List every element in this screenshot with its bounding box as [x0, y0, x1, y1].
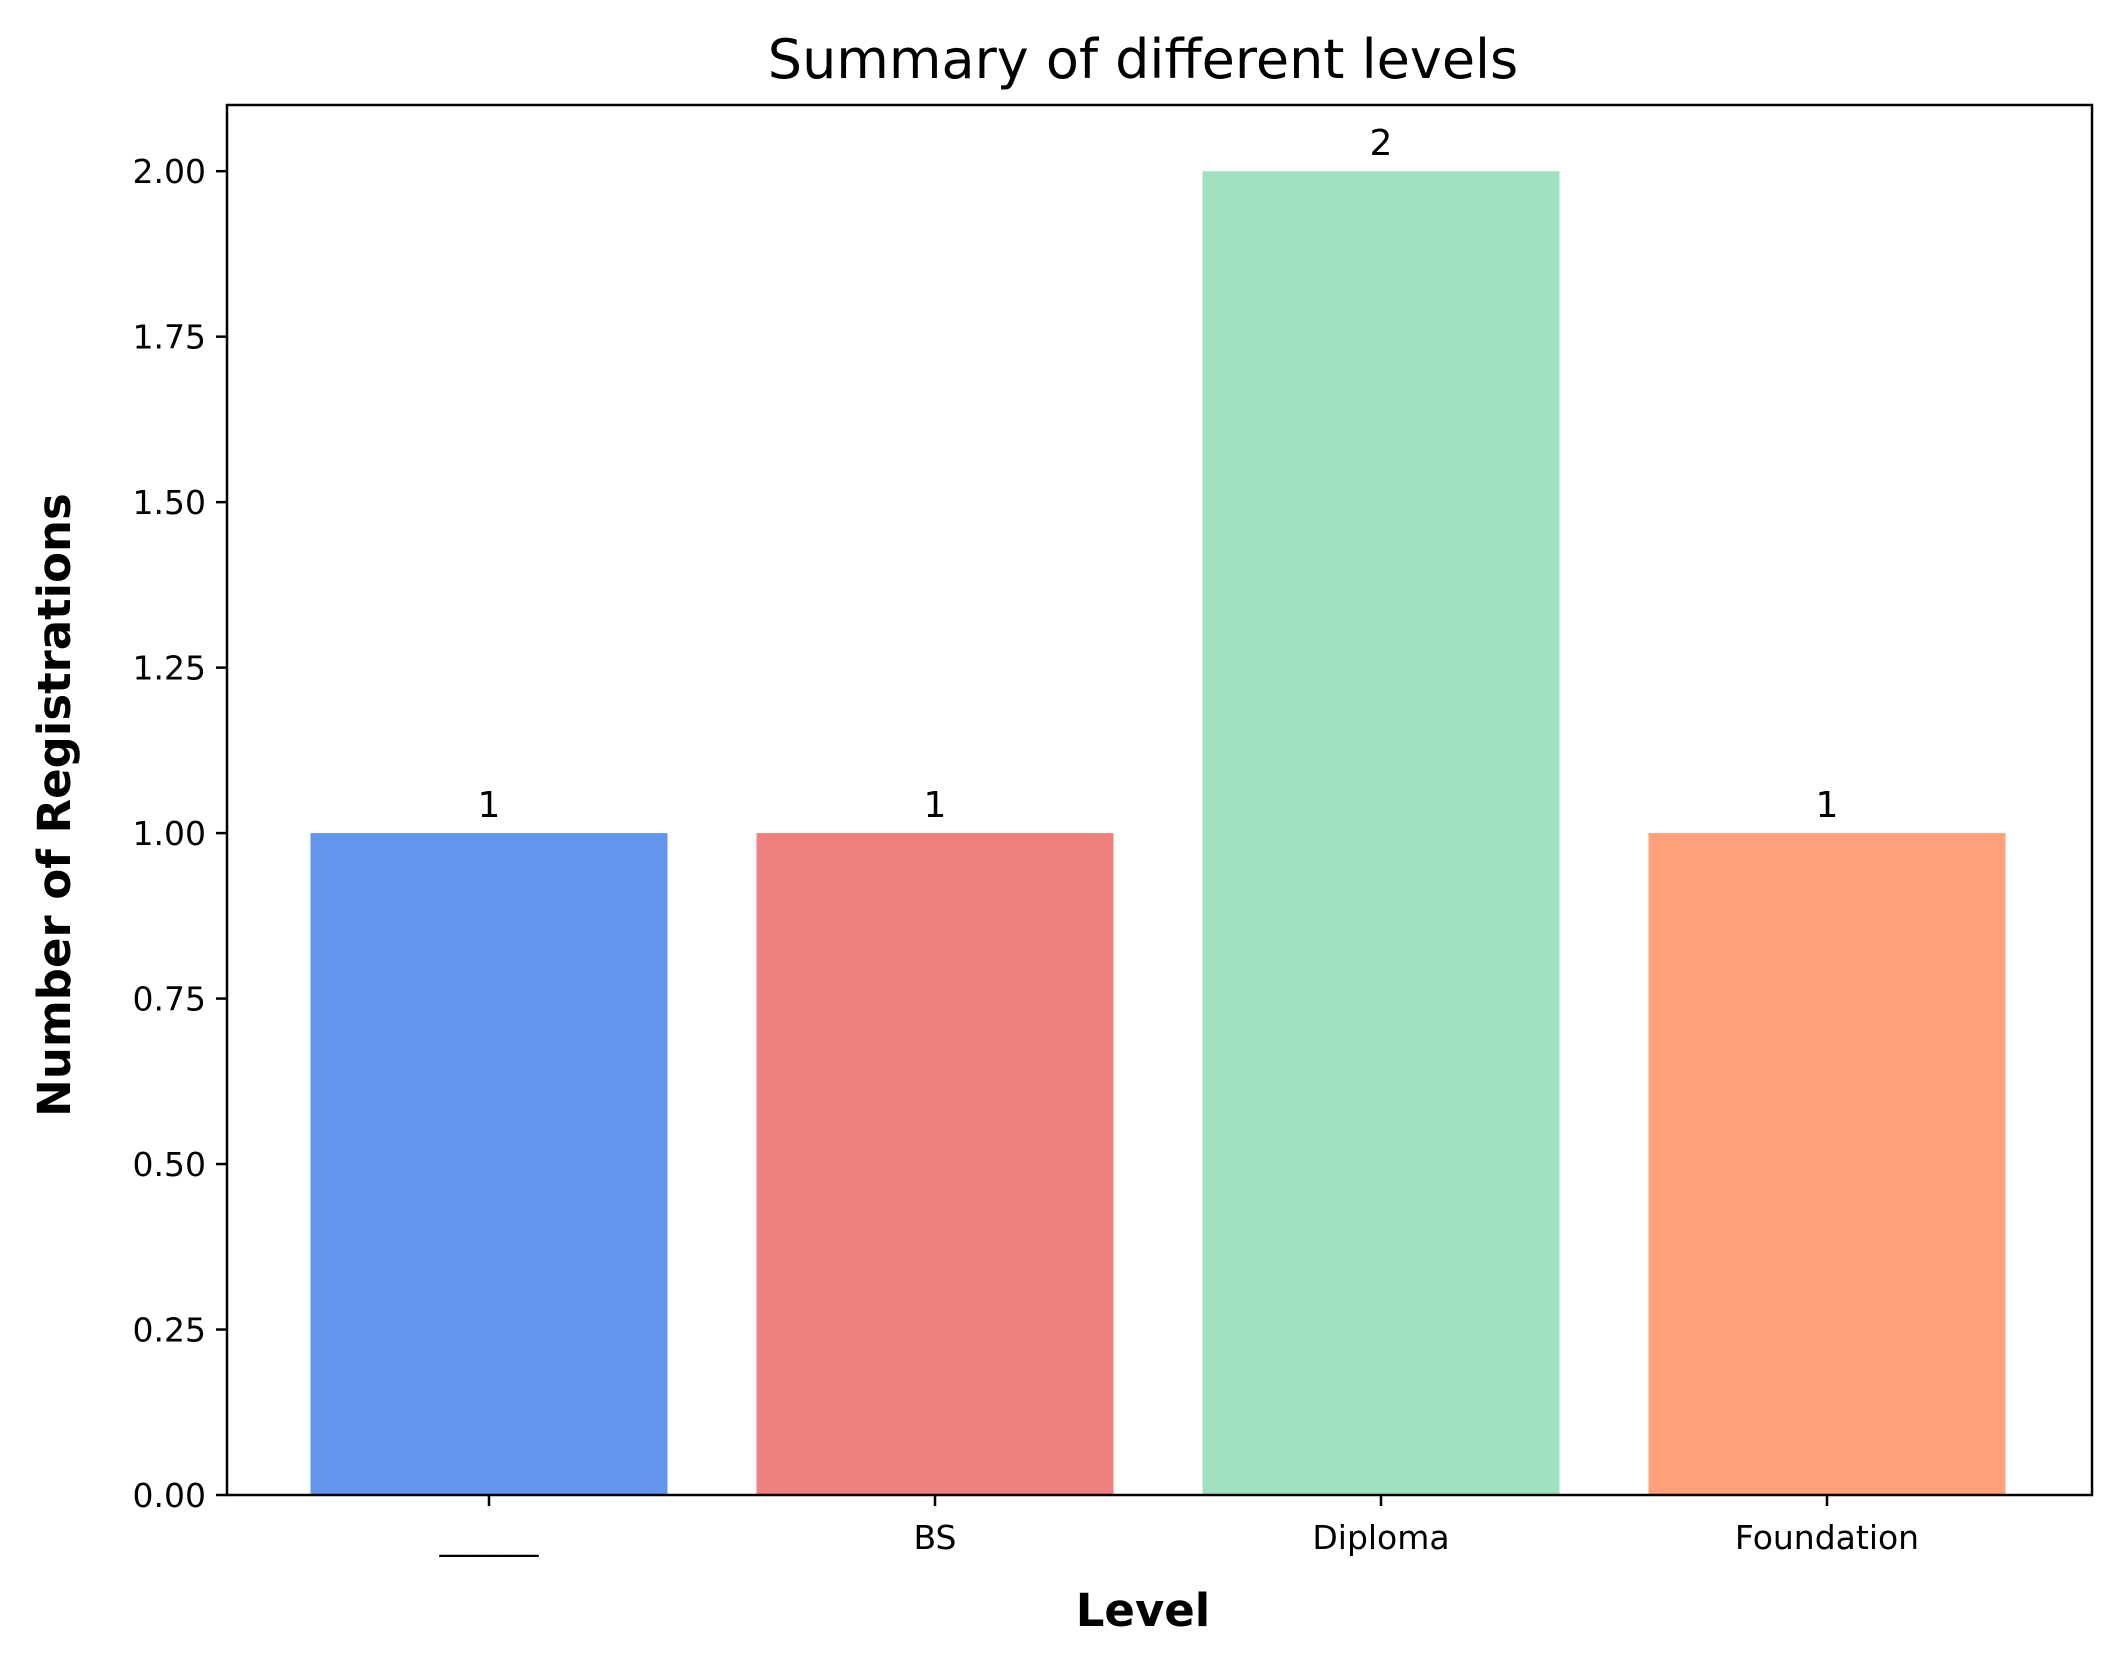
data-label-2: 2: [1370, 123, 1393, 164]
bar-0: [310, 833, 668, 1495]
bar-1: [756, 833, 1114, 1495]
x-tick-label-0: ______: [439, 1518, 540, 1557]
x-axis-label: Level: [1076, 1584, 1210, 1637]
y-tick-label-6: 1.50: [133, 483, 206, 522]
chart-title: Summary of different levels: [768, 28, 1518, 91]
plot-area: 0.00 0.25 0.50 0.75 1.00 1.25 1.50 1.75 2.00 ____…: [133, 103, 2094, 1557]
y-tick-label-7: 1.75: [133, 318, 206, 357]
x-tick-label-2: Diploma: [1312, 1518, 1449, 1557]
plot-frame: [225, 103, 2094, 1497]
bar-3: [1648, 833, 2006, 1495]
y-tick-label-1: 0.25: [133, 1311, 206, 1350]
bar-2: [1202, 171, 1560, 1496]
y-tick-label-5: 1.25: [133, 649, 206, 688]
y-tick-label-2: 0.50: [133, 1145, 206, 1184]
y-tick-label-0: 0.00: [133, 1476, 206, 1515]
data-label-3: 1: [1816, 785, 1839, 826]
y-tick-label-3: 0.75: [133, 980, 206, 1019]
data-label-1: 1: [924, 785, 947, 826]
x-tick-label-3: Foundation: [1735, 1518, 1919, 1557]
y-tick-label-8: 2.00: [133, 152, 206, 191]
y-tick-label-4: 1.00: [133, 814, 206, 853]
data-label-0: 1: [478, 785, 501, 826]
y-axis-label: Number of Registrations: [28, 493, 81, 1117]
x-tick-label-1: BS: [913, 1518, 956, 1557]
